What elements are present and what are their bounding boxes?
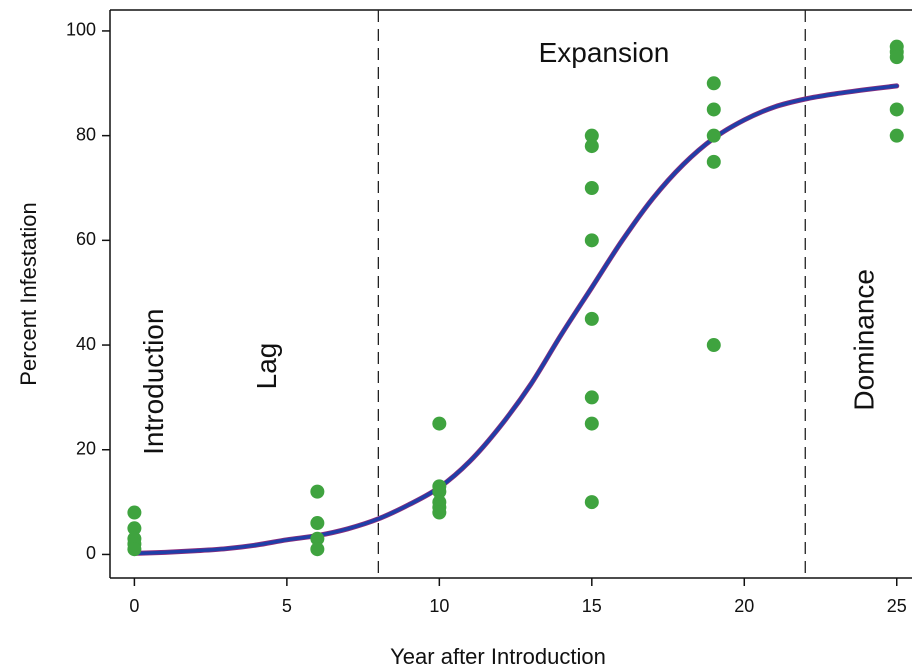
- y-tick-label: 100: [66, 20, 96, 40]
- x-axis-label: Year after Introduction: [390, 644, 606, 669]
- data-point: [584, 139, 599, 154]
- data-point: [310, 531, 325, 546]
- data-point: [584, 390, 599, 405]
- x-tick-label: 0: [129, 596, 139, 616]
- y-tick-label: 80: [76, 124, 96, 144]
- data-point: [584, 128, 599, 143]
- y-tick-label: 40: [76, 334, 96, 354]
- data-point: [889, 128, 904, 143]
- x-tick-label: 20: [734, 596, 754, 616]
- data-point: [127, 542, 142, 557]
- data-point: [706, 338, 721, 353]
- phase-label-lag: Lag: [251, 343, 282, 390]
- fitted-curve: [131, 83, 900, 556]
- y-tick-label: 60: [76, 229, 96, 249]
- y-tick-label: 20: [76, 438, 96, 458]
- x-tick-label: 25: [887, 596, 907, 616]
- data-point: [310, 516, 325, 531]
- data-point: [706, 76, 721, 91]
- phase-label-expansion: Expansion: [539, 37, 670, 68]
- data-point: [310, 484, 325, 499]
- plot-frame: [109, 9, 912, 579]
- x-tick-label: 10: [429, 596, 449, 616]
- data-point: [584, 180, 599, 195]
- data-point: [706, 128, 721, 143]
- data-point: [889, 102, 904, 117]
- phase-labels: Introduction Lag Expansion Dominance: [138, 37, 880, 455]
- data-point: [584, 233, 599, 248]
- data-point: [889, 50, 904, 65]
- phase-label-dominance: Dominance: [849, 269, 880, 411]
- data-point: [432, 505, 447, 520]
- x-tick-label: 15: [582, 596, 602, 616]
- data-points: [127, 39, 904, 557]
- data-point: [584, 416, 599, 431]
- y-axis-label: Percent Infestation: [16, 202, 41, 385]
- data-point: [432, 416, 447, 431]
- fitted-curve-outline: [131, 83, 900, 556]
- fitted-curve-line: [132, 84, 899, 556]
- y-tick-label: 0: [86, 543, 96, 563]
- data-point: [310, 542, 325, 557]
- data-point: [706, 154, 721, 169]
- axis-ticks: 0 5 10 15 20 25 0 20 40 60 80 100: [66, 20, 907, 616]
- phase-label-introduction: Introduction: [138, 309, 169, 455]
- data-point: [706, 102, 721, 117]
- data-point: [127, 521, 142, 536]
- x-tick-label: 5: [282, 596, 292, 616]
- data-point: [584, 311, 599, 326]
- data-point: [584, 495, 599, 510]
- data-point: [432, 484, 447, 499]
- data-point: [127, 505, 142, 520]
